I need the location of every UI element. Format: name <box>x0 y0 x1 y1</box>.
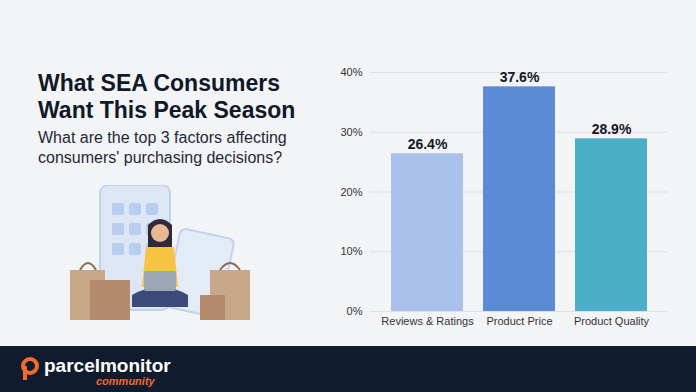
html-text:What are the top 3 factors aff: What are the top 3 factors affecting con… <box>38 129 287 166</box>
html-text:community: community <box>96 375 155 387</box>
svg-text:40%: 40% <box>340 66 362 78</box>
svg-text:37.6%: 37.6% <box>500 69 540 85</box>
html-text:parcelmonitor: parcelmonitor <box>44 355 171 376</box>
html-text:What SEA Consumers Want This P: What SEA Consumers Want This Peak Season <box>38 70 296 123</box>
svg-text:Product Price: Product Price <box>486 315 552 327</box>
svg-text:0%: 0% <box>347 305 363 317</box>
svg-text:28.9%: 28.9% <box>592 121 632 137</box>
svg-text:Reviews & Ratings: Reviews & Ratings <box>381 315 474 327</box>
svg-text:26.4%: 26.4% <box>408 136 448 152</box>
svg-text:20%: 20% <box>340 186 362 198</box>
svg-text:30%: 30% <box>340 126 362 138</box>
svg-text:10%: 10% <box>340 245 362 257</box>
svg-text:Product Quality: Product Quality <box>574 315 650 327</box>
